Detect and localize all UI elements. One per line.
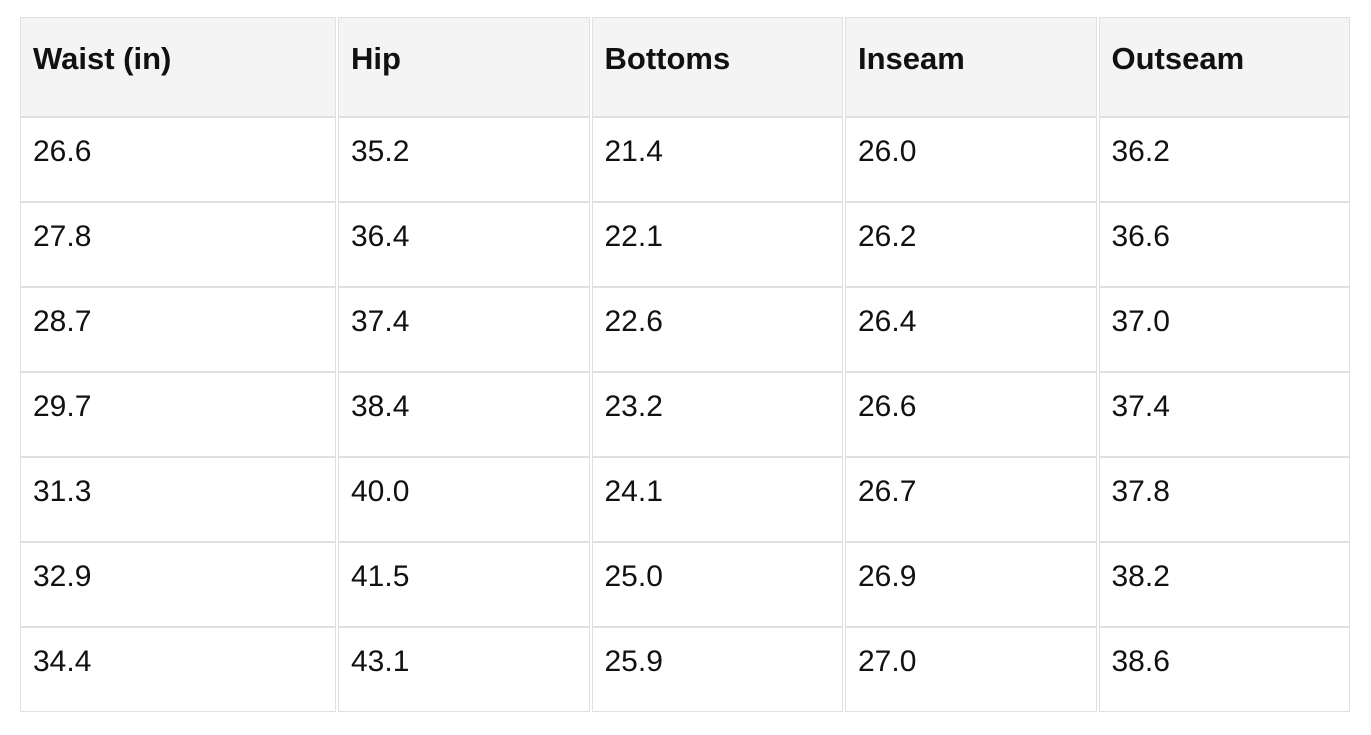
table-cell: 38.4 <box>338 372 590 457</box>
table-cell: 41.5 <box>338 542 590 627</box>
table-row: 28.7 37.4 22.6 26.4 37.0 <box>20 287 1350 372</box>
table-cell: 26.6 <box>845 372 1097 457</box>
table-cell: 22.1 <box>591 202 843 287</box>
table-row: 29.7 38.4 23.2 26.6 37.4 <box>20 372 1350 457</box>
table-body: 26.6 35.2 21.4 26.0 36.2 27.8 36.4 22.1 26.2 36.6… <box>20 117 1350 712</box>
table-cell: 27.8 <box>20 202 336 287</box>
column-header-outseam: Outseam <box>1098 17 1350 117</box>
table-row: 32.9 41.5 25.0 26.9 38.2 <box>20 542 1350 627</box>
table-cell: 32.9 <box>20 542 336 627</box>
table-cell: 26.9 <box>845 542 1097 627</box>
table-cell: 26.2 <box>845 202 1097 287</box>
table-cell: 31.3 <box>20 457 336 542</box>
table-cell: 37.8 <box>1098 457 1350 542</box>
table-row: 27.8 36.4 22.1 26.2 36.6 <box>20 202 1350 287</box>
column-header-hip: Hip <box>338 17 590 117</box>
table-cell: 40.0 <box>338 457 590 542</box>
size-chart-container: Waist (in) Hip Bottoms Inseam Outseam 26.6 35… <box>18 17 1352 712</box>
table-cell: 23.2 <box>591 372 843 457</box>
column-header-bottoms: Bottoms <box>591 17 843 117</box>
table-cell: 37.4 <box>1098 372 1350 457</box>
table-cell: 22.6 <box>591 287 843 372</box>
table-cell: 36.4 <box>338 202 590 287</box>
column-header-inseam: Inseam <box>845 17 1097 117</box>
table-cell: 26.0 <box>845 117 1097 202</box>
table-cell: 25.0 <box>591 542 843 627</box>
table-cell: 26.7 <box>845 457 1097 542</box>
table-cell: 36.6 <box>1098 202 1350 287</box>
table-cell: 27.0 <box>845 627 1097 712</box>
table-row: 26.6 35.2 21.4 26.0 36.2 <box>20 117 1350 202</box>
table-cell: 25.9 <box>591 627 843 712</box>
table-cell: 35.2 <box>338 117 590 202</box>
table-cell: 26.4 <box>845 287 1097 372</box>
table-cell: 34.4 <box>20 627 336 712</box>
table-row: 31.3 40.0 24.1 26.7 37.8 <box>20 457 1350 542</box>
table-cell: 36.2 <box>1098 117 1350 202</box>
column-header-waist-in: Waist (in) <box>20 17 336 117</box>
table-cell: 28.7 <box>20 287 336 372</box>
table-header: Waist (in) Hip Bottoms Inseam Outseam <box>20 17 1350 117</box>
header-row: Waist (in) Hip Bottoms Inseam Outseam <box>20 17 1350 117</box>
table-cell: 24.1 <box>591 457 843 542</box>
table-cell: 21.4 <box>591 117 843 202</box>
table-row: 34.4 43.1 25.9 27.0 38.6 <box>20 627 1350 712</box>
table-cell: 37.0 <box>1098 287 1350 372</box>
table-cell: 26.6 <box>20 117 336 202</box>
size-chart-table: Waist (in) Hip Bottoms Inseam Outseam 26.6 35… <box>18 17 1352 712</box>
table-cell: 37.4 <box>338 287 590 372</box>
table-cell: 43.1 <box>338 627 590 712</box>
table-cell: 38.6 <box>1098 627 1350 712</box>
table-cell: 29.7 <box>20 372 336 457</box>
table-cell: 38.2 <box>1098 542 1350 627</box>
